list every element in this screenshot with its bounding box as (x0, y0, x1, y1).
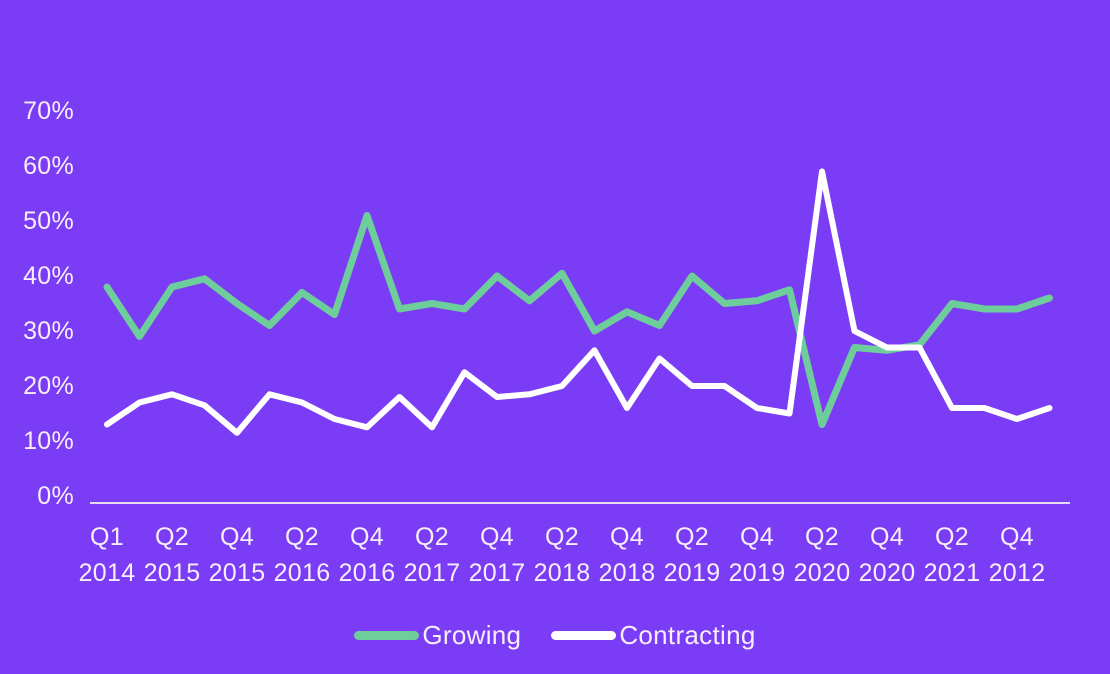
x-tick-year: 2015 (143, 559, 201, 587)
y-tick-label-40: 40% (23, 262, 74, 290)
x-tick-year: 2019 (728, 559, 786, 587)
y-tick-label-20: 20% (23, 372, 74, 400)
x-tick-year: 2020 (858, 559, 916, 587)
x-tick-label-q2-2021: Q2 2021 (910, 519, 994, 591)
y-tick-label-0: 0% (37, 482, 74, 510)
x-tick-label-q4-2016: Q4 2016 (325, 519, 409, 591)
x-tick-quarter: Q4 (1000, 523, 1034, 551)
growing-line (103, 212, 1053, 428)
x-tick-year: 2017 (468, 559, 526, 587)
x-tick-year: 2019 (663, 559, 721, 587)
x-tick-label-q4-2017: Q4 2017 (455, 519, 539, 591)
x-tick-year: 2018 (533, 559, 591, 587)
x-tick-quarter: Q4 (480, 523, 514, 551)
legend-label-growing: Growing (422, 620, 522, 650)
legend-item-contracting: Contracting (551, 620, 755, 651)
x-tick-quarter: Q4 (740, 523, 774, 551)
legend: Growing Contracting (0, 620, 1110, 651)
x-tick-year: 2014 (78, 559, 136, 587)
x-tick-year: 2017 (403, 559, 461, 587)
x-tick-label-q4-2018: Q4 2018 (585, 519, 669, 591)
y-tick-label-50: 50% (23, 207, 74, 235)
x-tick-label-q2-2018: Q2 2018 (520, 519, 604, 591)
x-tick-quarter: Q2 (155, 523, 189, 551)
x-tick-label-q1-2014: Q1 2014 (65, 519, 149, 591)
x-tick-year: 2021 (923, 559, 981, 587)
x-tick-quarter: Q4 (220, 523, 254, 551)
x-tick-label-q2-2019: Q2 2019 (650, 519, 734, 591)
x-tick-label-q2-2016: Q2 2016 (260, 519, 344, 591)
x-tick-quarter: Q2 (935, 523, 969, 551)
legend-label-contracting: Contracting (619, 620, 756, 650)
x-tick-quarter: Q2 (805, 523, 839, 551)
x-tick-year: 2016 (273, 559, 331, 587)
x-tick-year: 2016 (338, 559, 396, 587)
contracting-line (104, 168, 1053, 436)
x-tick-year: 2015 (208, 559, 266, 587)
x-tick-label-q2-2015: Q2 2015 (130, 519, 214, 591)
y-tick-label-70: 70% (23, 97, 74, 125)
x-tick-quarter: Q4 (350, 523, 384, 551)
y-tick-label-30: 30% (23, 317, 74, 345)
x-tick-quarter: Q2 (285, 523, 319, 551)
legend-item-growing: Growing (354, 620, 521, 651)
y-tick-label-10: 10% (23, 427, 74, 455)
x-tick-quarter: Q1 (90, 523, 124, 551)
x-tick-label-q2-2017: Q2 2017 (390, 519, 474, 591)
x-tick-label-q4-2019: Q4 2019 (715, 519, 799, 591)
contracting-line-swatch (551, 631, 617, 640)
growing-line-swatch (354, 631, 420, 640)
x-tick-quarter: Q2 (415, 523, 449, 551)
x-tick-quarter: Q4 (610, 523, 644, 551)
x-tick-label-q4-2015: Q4 2015 (195, 519, 279, 591)
y-tick-label-60: 60% (23, 152, 74, 180)
x-tick-quarter: Q2 (545, 523, 579, 551)
x-tick-quarter: Q4 (870, 523, 904, 551)
x-tick-label-q2-2020: Q2 2020 (780, 519, 864, 591)
x-tick-year: 2012 (988, 559, 1046, 587)
x-tick-label-q4-2020: Q4 2020 (845, 519, 929, 591)
x-tick-quarter: Q2 (675, 523, 709, 551)
x-tick-year: 2018 (598, 559, 656, 587)
x-tick-label-q4-2012: Q4 2012 (975, 519, 1059, 591)
x-tick-year: 2020 (793, 559, 851, 587)
